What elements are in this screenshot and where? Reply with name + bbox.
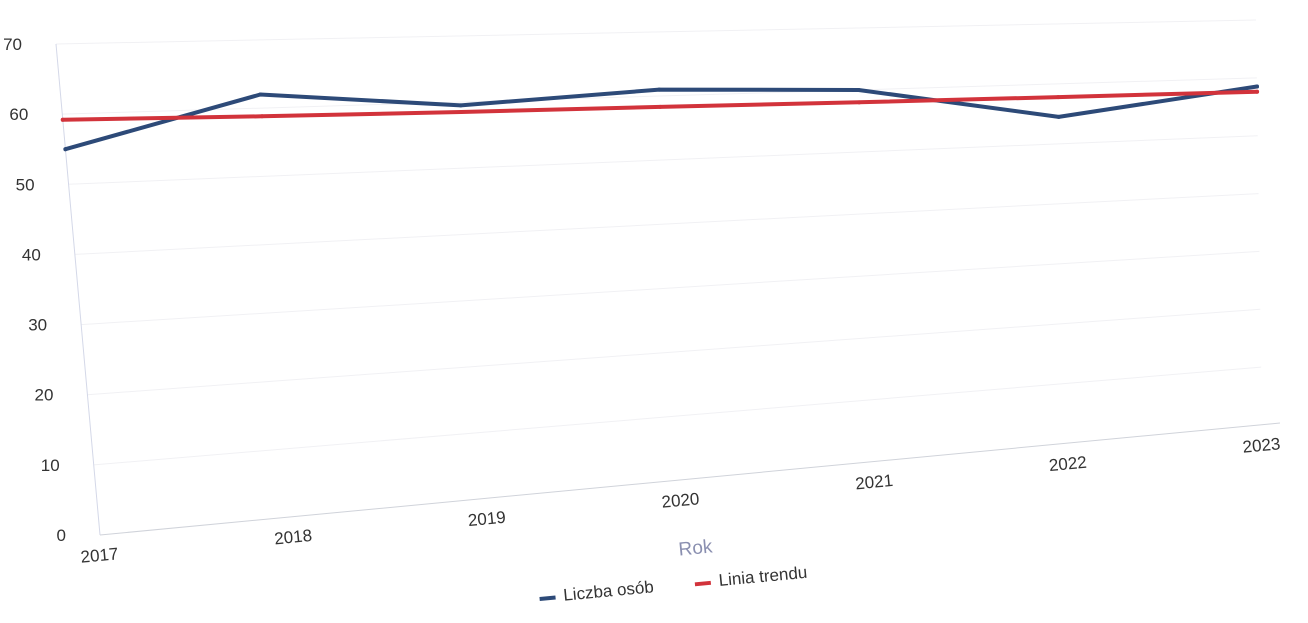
data-point[interactable] <box>1254 84 1259 89</box>
legend-swatch <box>694 580 712 587</box>
legend-label: Liczba osób <box>562 577 654 604</box>
grid-line <box>68 135 1258 185</box>
x-tick-label: 2023 <box>1242 434 1281 456</box>
data-point[interactable] <box>1056 114 1061 119</box>
y-tick-labels: 0 10 20 30 40 50 60 70 <box>3 35 66 545</box>
y-tick-label: 30 <box>28 316 47 335</box>
grid-line <box>74 193 1259 255</box>
data-point[interactable] <box>1056 95 1061 100</box>
x-tick-label: 2022 <box>1048 453 1087 475</box>
legend: Liczba osób Linia trendu <box>539 563 808 607</box>
x-tick-label: 2017 <box>80 544 119 566</box>
legend-item-series-1[interactable]: Linia trendu <box>694 563 808 593</box>
legend-swatch <box>539 595 556 602</box>
grid-line <box>93 366 1262 466</box>
axes <box>55 43 1281 536</box>
grid-line <box>55 19 1257 45</box>
data-point[interactable] <box>658 104 663 109</box>
x-tick-labels: 2017 2018 2019 2020 2021 2022 2023 <box>80 434 1281 566</box>
data-point[interactable] <box>856 87 861 92</box>
y-tick-label: 40 <box>22 245 41 264</box>
x-tick-label: 2018 <box>273 526 312 548</box>
y-tick-label: 70 <box>3 35 22 54</box>
data-point[interactable] <box>63 147 68 152</box>
y-tick-label: 0 <box>57 526 66 545</box>
grid-line <box>62 77 1257 115</box>
x-tick-label: 2020 <box>661 489 700 511</box>
grid-line <box>81 250 1260 326</box>
data-point[interactable] <box>458 103 463 108</box>
y-tick-label: 50 <box>16 175 35 194</box>
y-tick-label: 20 <box>35 386 54 405</box>
data-point[interactable] <box>657 87 662 92</box>
legend-item-series-0[interactable]: Liczba osób <box>539 577 655 607</box>
x-tick-label: 2021 <box>854 471 893 493</box>
data-point[interactable] <box>60 117 65 122</box>
data-point[interactable] <box>857 100 862 105</box>
y-tick-label: 10 <box>41 456 60 475</box>
series-lines <box>60 84 1260 152</box>
x-axis-title: Rok <box>678 536 714 560</box>
data-point[interactable] <box>459 109 464 114</box>
grid-lines <box>55 19 1262 466</box>
x-axis-line <box>99 422 1281 536</box>
data-point[interactable] <box>260 114 265 119</box>
data-point[interactable] <box>258 92 263 97</box>
grid-line <box>87 308 1261 396</box>
data-point[interactable] <box>1255 89 1260 94</box>
y-tick-label: 60 <box>9 105 28 124</box>
x-tick-label: 2019 <box>467 508 506 530</box>
legend-label: Linia trendu <box>718 563 808 590</box>
y-axis-line <box>55 43 101 536</box>
